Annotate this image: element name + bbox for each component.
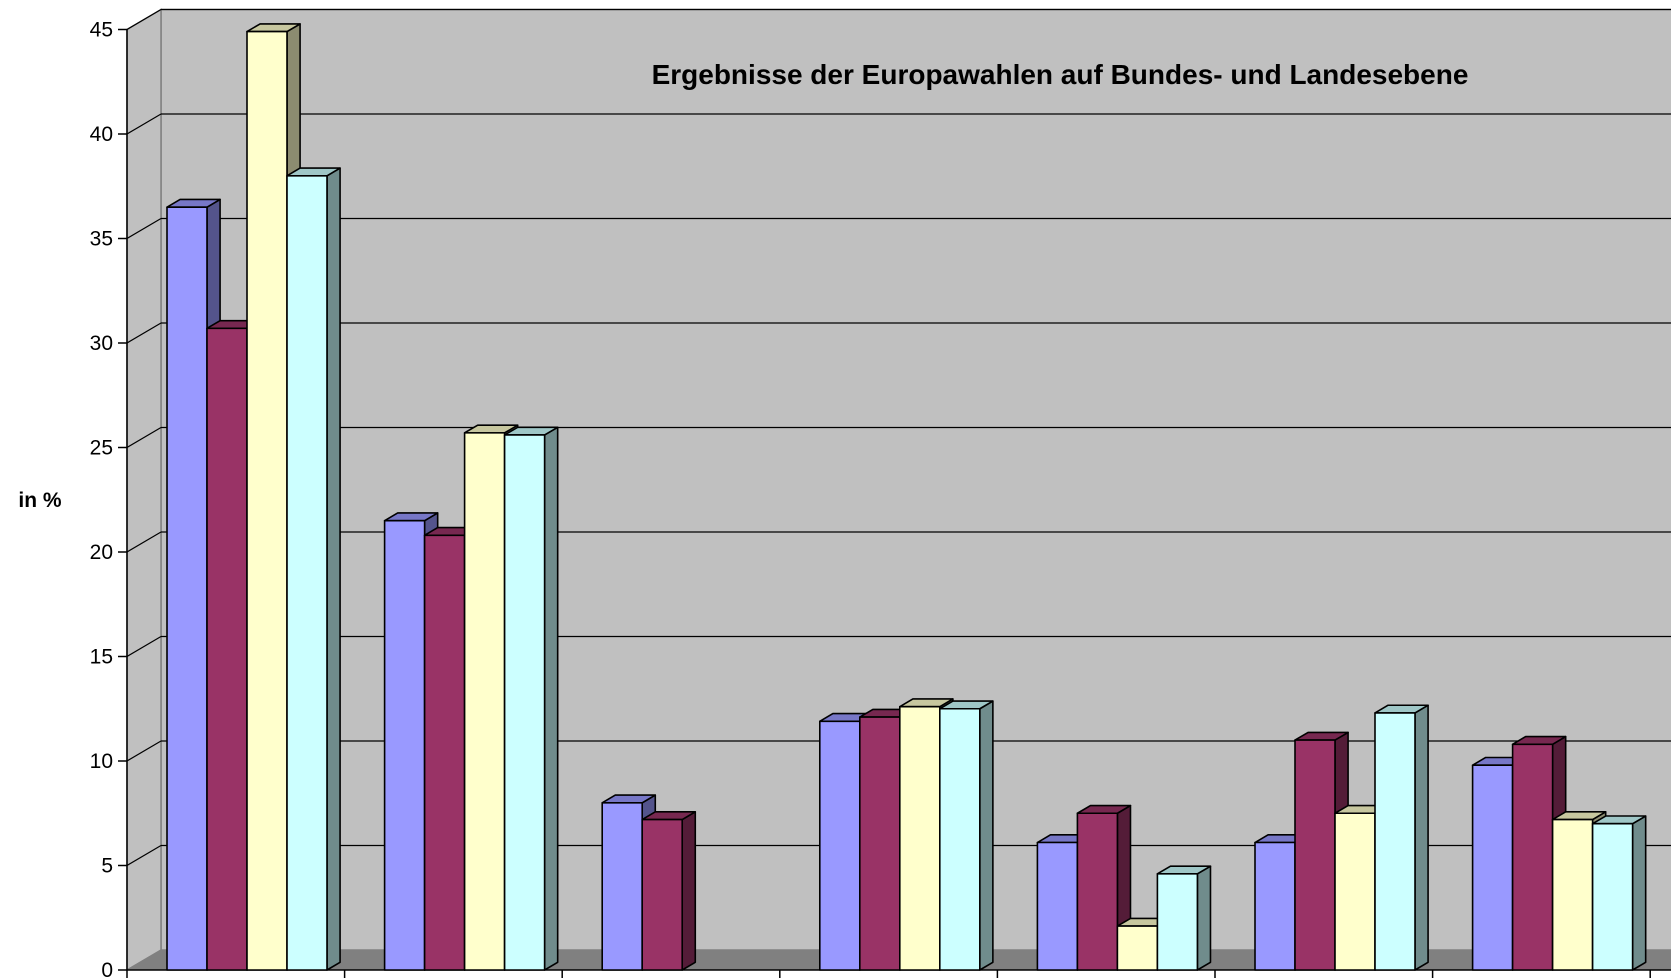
bar-front-face (1036, 841, 1079, 971)
bar-front-face (383, 519, 426, 971)
bar-side-face (1414, 704, 1429, 971)
bar-front-face (938, 707, 981, 971)
bar-front-face (1334, 812, 1376, 971)
bar-front-face (463, 432, 506, 971)
gridline-side (126, 113, 162, 135)
bar-front-face (286, 175, 328, 971)
y-tick-label: 40 (90, 123, 113, 146)
bar-side-face (1196, 865, 1212, 971)
y-tick-label: 15 (90, 646, 113, 669)
bar-front-face (601, 801, 644, 971)
y-tick-label: 10 (90, 750, 113, 773)
bar-front-face (246, 30, 288, 971)
bar-front-face (1374, 712, 1416, 971)
bar-side-face (1631, 815, 1647, 971)
y-tick-label: 25 (90, 437, 113, 460)
gridline-side (126, 740, 162, 762)
bar-front-face (1076, 812, 1119, 971)
bar-front-face (1471, 764, 1514, 971)
bar (1076, 804, 1132, 971)
bar (1511, 735, 1567, 971)
bar-front-face (1511, 743, 1554, 971)
bar-side-face (326, 167, 341, 971)
bar-front-face (1156, 873, 1199, 971)
chart-title: Ergebnisse der Europawahlen auf Bundes- … (652, 59, 1469, 90)
bar-front-face (423, 534, 466, 971)
gridline-side (126, 217, 162, 240)
gridline-side (126, 426, 162, 449)
bars (166, 23, 1647, 971)
bar (641, 811, 697, 971)
y-tick-label: 5 (101, 855, 113, 878)
y-tick-label: 45 (90, 19, 113, 42)
bar (1156, 865, 1212, 971)
bar-side-face (681, 811, 697, 971)
bar-front-face (206, 327, 248, 971)
bar-front-face (818, 720, 861, 971)
bar (286, 167, 341, 971)
bar-front-face (166, 206, 208, 971)
gridline-side (126, 531, 162, 553)
bar-front-face (1294, 739, 1336, 971)
bar-front-face (858, 716, 901, 971)
bar-side-face (978, 700, 994, 971)
y-tick-label: 20 (90, 541, 113, 564)
bar-front-face (1591, 822, 1634, 971)
y-axis-title: in % (18, 489, 61, 512)
bar (1471, 756, 1527, 971)
bar-front-face (1254, 841, 1296, 971)
bar (938, 700, 994, 971)
bar-front-face (1551, 818, 1594, 971)
bar-side-face (543, 426, 559, 971)
gridline-side (126, 844, 162, 867)
y-tick-label: 30 (90, 332, 113, 355)
gridline-side (126, 635, 162, 658)
bar-front-face (503, 434, 546, 971)
bar (1591, 815, 1647, 971)
y-tick-label: 0 (101, 959, 113, 978)
y-tick-label: 35 (90, 228, 113, 251)
bar-front-face (641, 818, 684, 971)
bar (503, 426, 559, 971)
gridline-side (126, 322, 162, 344)
bar (1374, 704, 1429, 971)
gridline-side (126, 8, 162, 31)
bar-front-face (898, 705, 941, 971)
bar-front-face (1116, 925, 1159, 971)
side-wall (126, 8, 162, 972)
